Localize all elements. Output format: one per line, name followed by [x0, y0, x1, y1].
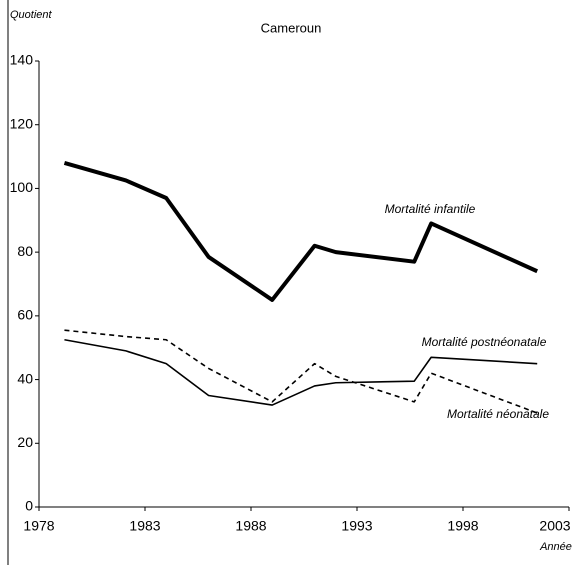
x-tick-label: 1998 — [447, 518, 478, 534]
y-tick-label: 40 — [17, 370, 33, 386]
x-tick-label: 1993 — [341, 518, 372, 534]
line-series — [64, 338, 538, 406]
y-tick-label: 120 — [10, 115, 34, 131]
series-label: Mortalité néonatale — [447, 407, 549, 421]
y-tick-label: 0 — [25, 498, 33, 514]
y-tick-label: 100 — [10, 179, 34, 195]
x-tick-label: 1988 — [235, 518, 266, 534]
x-tick-label: 1983 — [129, 518, 160, 534]
y-tick-label: 60 — [17, 307, 33, 323]
line-series — [63, 161, 539, 302]
y-tick-label: 140 — [10, 52, 34, 68]
y-tick-label: 80 — [17, 243, 33, 259]
chart-title: Cameroun — [261, 20, 322, 35]
y-axis-label: Quotient — [10, 9, 53, 21]
line-series — [64, 329, 538, 414]
x-tick-label: 2003 — [539, 518, 570, 534]
x-axis-label: Année — [539, 541, 572, 553]
x-tick-label: 1978 — [23, 518, 54, 534]
series-label: Mortalité infantile — [385, 202, 476, 216]
series-label: Mortalité postnéonatale — [422, 335, 547, 349]
y-tick-label: 20 — [17, 434, 33, 450]
